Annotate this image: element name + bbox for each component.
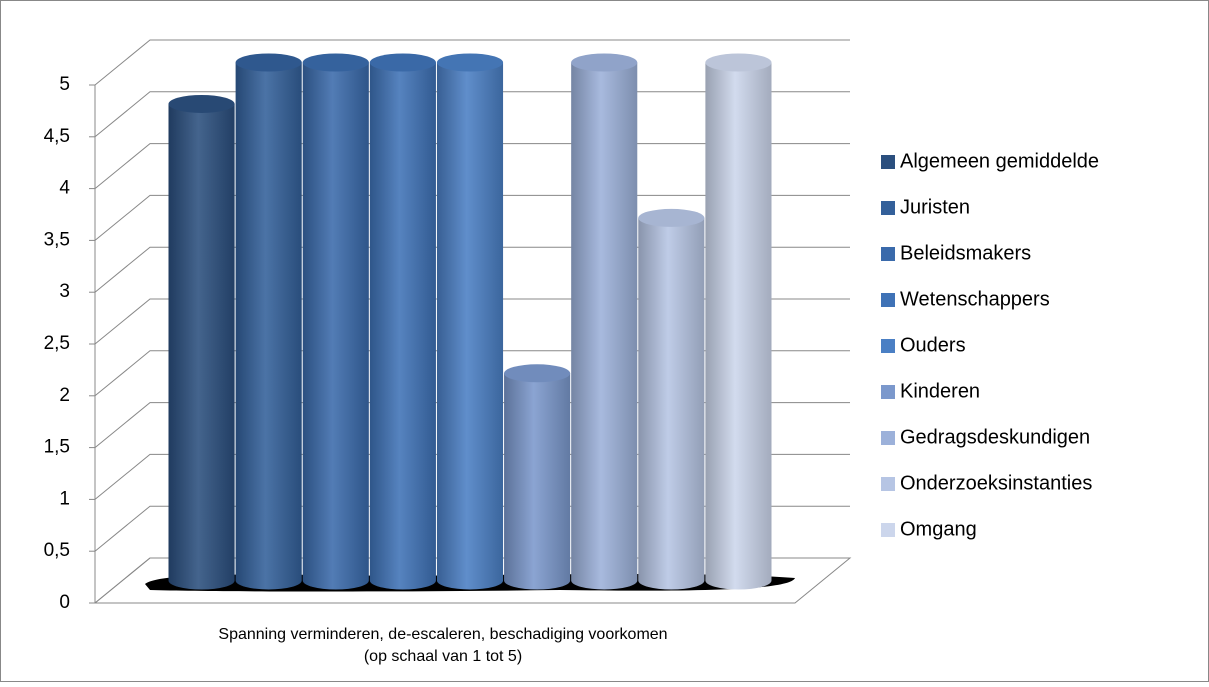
- legend-label: Onderzoeksinstanties: [900, 472, 1092, 494]
- bar-top: [235, 53, 302, 72]
- bar-top: [705, 53, 772, 72]
- bar: [235, 62, 302, 590]
- y-tick-label: 3: [59, 281, 70, 302]
- y-tick-label: 1,5: [44, 437, 70, 458]
- legend-label: Gedragsdeskundigen: [900, 426, 1090, 448]
- legend-label: Omgang: [900, 518, 977, 540]
- legend-swatch: [881, 385, 895, 399]
- x-axis-label: (op schaal van 1 tot 5): [364, 648, 522, 665]
- legend-swatch: [881, 293, 895, 307]
- bar: [302, 62, 369, 590]
- bar: [638, 217, 705, 590]
- y-tick-label: 0: [59, 592, 70, 613]
- bar-top: [168, 94, 235, 113]
- bars: [168, 53, 772, 590]
- legend-swatch: [881, 247, 895, 261]
- legend-label: Juristen: [900, 196, 970, 218]
- y-tick-label: 1: [59, 488, 70, 509]
- bar-top: [302, 53, 369, 72]
- legend-label: Ouders: [900, 334, 966, 356]
- bar-top: [504, 364, 571, 383]
- legend-label: Kinderen: [900, 380, 980, 402]
- legend-swatch: [881, 201, 895, 215]
- y-tick-label: 0,5: [44, 540, 70, 561]
- y-tick-label: 5: [59, 74, 70, 95]
- bar: [168, 103, 235, 590]
- legend-swatch: [881, 431, 895, 445]
- y-tick-label: 4: [59, 178, 70, 199]
- legend-label: Algemeen gemiddelde: [900, 150, 1099, 172]
- bar: [571, 62, 638, 590]
- y-tick-label: 2: [59, 385, 70, 406]
- legend-swatch: [881, 339, 895, 353]
- grid-line: [94, 39, 850, 86]
- x-tick-label: Spanning verminderen, de-escaleren, besc…: [218, 626, 667, 643]
- legend-label: Beleidsmakers: [900, 242, 1031, 264]
- y-tick-label: 3,5: [44, 229, 70, 250]
- bar-top: [436, 53, 504, 72]
- bar: [504, 373, 571, 590]
- bar: [705, 62, 772, 590]
- y-tick-label: 4,5: [44, 126, 70, 147]
- bar: [369, 62, 436, 590]
- legend-swatch: [881, 477, 895, 491]
- y-tick-label: 2,5: [44, 333, 70, 354]
- legend-swatch: [881, 523, 895, 537]
- bar-top: [369, 53, 436, 72]
- legend: Algemeen gemiddelde Juristen Beleidsmakers…: [881, 150, 1099, 540]
- legend-label: Wetenschappers: [900, 288, 1050, 310]
- bar-top: [638, 208, 705, 227]
- legend-swatch: [881, 155, 895, 169]
- bar: [436, 62, 504, 590]
- bar-top: [571, 53, 638, 72]
